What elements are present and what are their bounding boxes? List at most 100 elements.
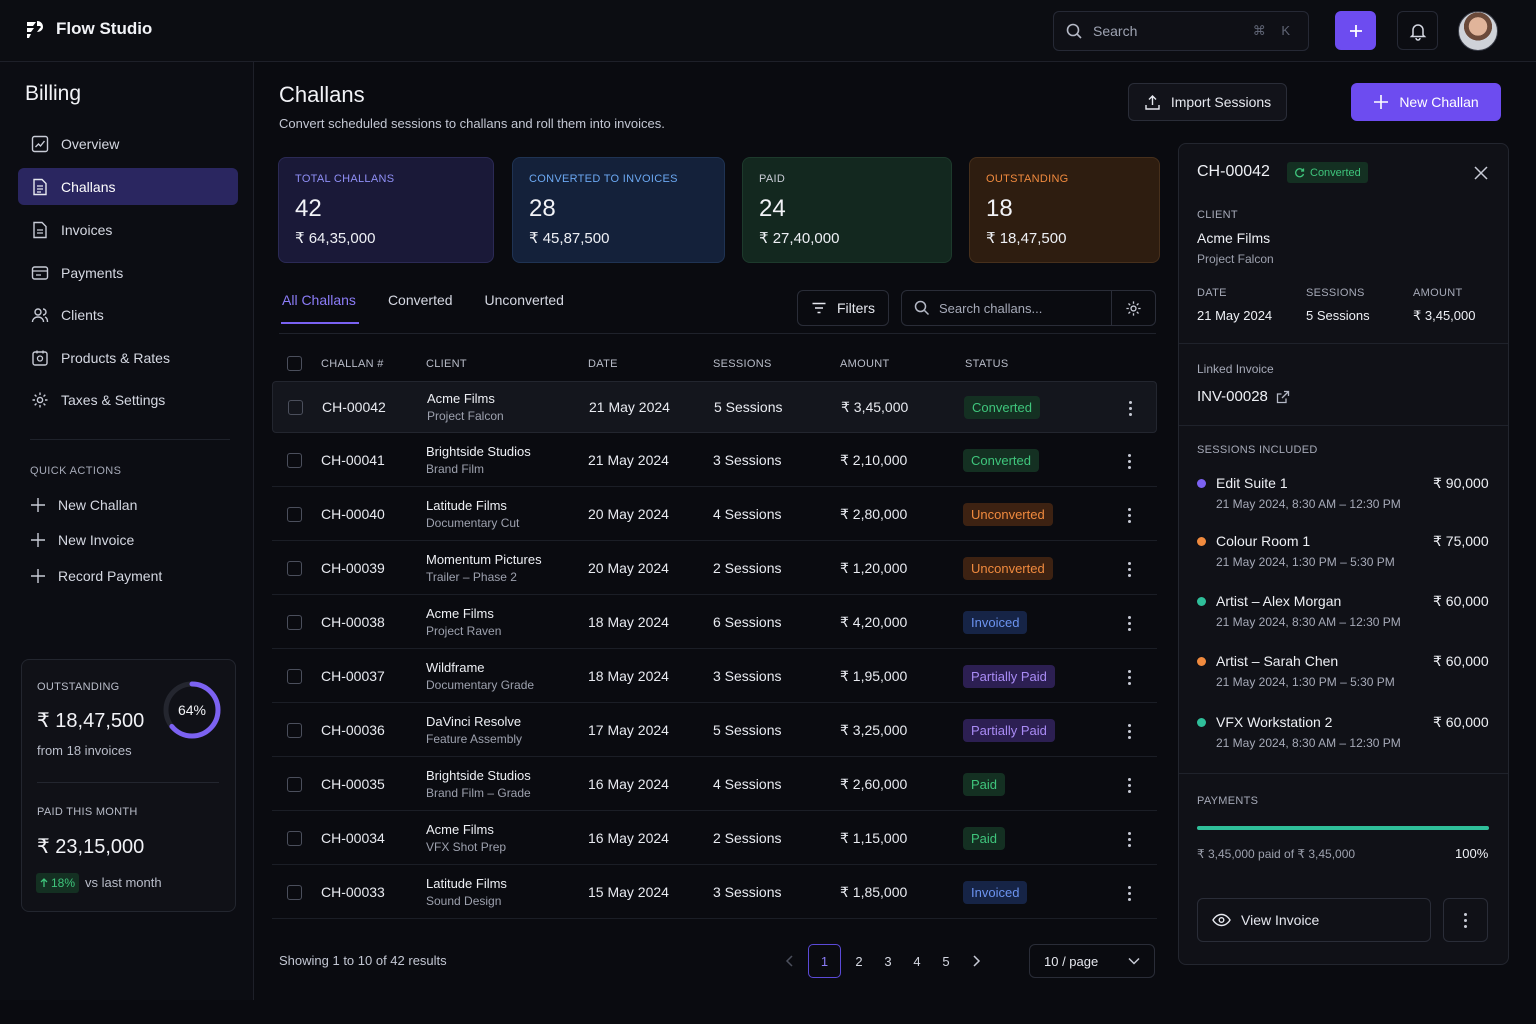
per-page-select[interactable]: 10 / page (1029, 944, 1155, 978)
quick-action-record-payment[interactable]: Record Payment (30, 568, 162, 584)
row-checkbox[interactable] (287, 507, 302, 522)
new-challan-button[interactable]: New Challan (1351, 83, 1501, 121)
row-checkbox[interactable] (287, 885, 302, 900)
sidebar-item-taxes-settings[interactable]: Taxes & Settings (18, 381, 238, 418)
table-row[interactable]: CH-00035 Brightside Studios Brand Film – G… (272, 759, 1157, 811)
row-actions-button[interactable] (1128, 778, 1132, 793)
filter-icon (812, 302, 826, 314)
row-challan-id[interactable]: CH-00035 (321, 776, 385, 792)
row-checkbox[interactable] (287, 831, 302, 846)
row-client: Wildframe (426, 660, 485, 675)
page-4-button[interactable]: 4 (913, 953, 921, 969)
app-logo[interactable]: Flow Studio (24, 18, 152, 40)
detail-more-button[interactable] (1443, 898, 1488, 942)
row-actions-button[interactable] (1128, 670, 1132, 685)
quick-action-new-challan[interactable]: New Challan (30, 497, 137, 513)
tab-all-challans[interactable]: All Challans (281, 292, 359, 324)
global-search-input[interactable]: Search ⌘ K (1053, 11, 1309, 51)
filters-button[interactable]: Filters (797, 290, 889, 326)
row-actions-button[interactable] (1128, 562, 1132, 577)
page-3-button[interactable]: 3 (884, 953, 892, 969)
close-panel-button[interactable] (1473, 165, 1489, 181)
wallet-icon (31, 265, 49, 280)
table-row[interactable]: CH-00038 Acme Films Project Raven 18 May 20… (272, 597, 1157, 649)
search-placeholder: Search (1093, 23, 1138, 39)
row-challan-id[interactable]: CH-00037 (321, 668, 385, 684)
row-actions-button[interactable] (1128, 724, 1132, 739)
challan-search-input[interactable]: Search challans... (901, 290, 1156, 326)
row-checkbox[interactable] (288, 400, 303, 415)
table-row[interactable]: CH-00040 Latitude Films Documentary Cut 20 … (272, 489, 1157, 541)
sidebar-item-overview[interactable]: Overview (18, 125, 238, 162)
row-challan-id[interactable]: CH-00042 (322, 399, 386, 415)
row-actions-button[interactable] (1128, 832, 1132, 847)
outstanding-summary-card (21, 659, 236, 912)
row-challan-id[interactable]: CH-00041 (321, 452, 385, 468)
payments-note: ₹ 3,45,000 paid of ₹ 3,45,000 (1197, 847, 1356, 861)
row-checkbox[interactable] (287, 453, 302, 468)
row-challan-id[interactable]: CH-00038 (321, 614, 385, 630)
table-row[interactable]: CH-00036 DaVinci Resolve Feature Assembly 1… (272, 705, 1157, 757)
stat-count: 18 (986, 195, 1013, 222)
row-checkbox[interactable] (287, 669, 302, 684)
row-checkbox[interactable] (287, 777, 302, 792)
prev-page-button[interactable] (780, 944, 800, 978)
row-project: VFX Shot Prep (426, 840, 507, 854)
row-checkbox[interactable] (287, 723, 302, 738)
row-challan-id[interactable]: CH-00033 (321, 884, 385, 900)
page-5-button[interactable]: 5 (942, 953, 950, 969)
stat-card-paid: PAID 24 ₹ 27,40,000 (742, 157, 952, 263)
row-client: Acme Films (427, 391, 495, 406)
create-button[interactable] (1335, 11, 1376, 50)
page-1-button[interactable]: 1 (808, 944, 841, 978)
quick-action-new-invoice[interactable]: New Invoice (30, 532, 134, 548)
row-status-badge: Paid (963, 773, 1006, 796)
row-amount: ₹ 4,20,000 (840, 614, 908, 630)
table-row[interactable]: CH-00041 Brightside Studios Brand Film 21 M… (272, 435, 1157, 487)
import-sessions-button[interactable]: Import Sessions (1128, 83, 1287, 121)
challan-search-placeholder: Search challans... (939, 300, 1043, 316)
notifications-button[interactable] (1397, 11, 1438, 50)
sidebar-item-invoices[interactable]: Invoices (18, 211, 238, 248)
row-actions-button[interactable] (1128, 886, 1132, 901)
row-project: Project Falcon (427, 409, 504, 423)
row-actions-button[interactable] (1128, 508, 1132, 523)
table-row[interactable]: CH-00034 Acme Films VFX Shot Prep 16 May 20… (272, 813, 1157, 865)
sidebar-item-payments[interactable]: Payments (18, 254, 238, 291)
table-settings-button[interactable] (1111, 291, 1155, 325)
table-row[interactable]: CH-00037 Wildframe Documentary Grade 18 May… (272, 651, 1157, 703)
linked-invoice-link[interactable]: INV-00028 (1197, 388, 1290, 405)
row-project: Feature Assembly (426, 732, 523, 746)
row-challan-id[interactable]: CH-00039 (321, 560, 385, 576)
row-actions-button[interactable] (1129, 401, 1133, 416)
row-client-cell: Brightside Studios Brand Film – Grade (426, 768, 531, 800)
sidebar-item-challans[interactable]: Challans (18, 168, 238, 205)
eye-icon (1212, 913, 1231, 927)
row-actions-button[interactable] (1128, 616, 1132, 631)
view-invoice-button[interactable]: View Invoice (1197, 898, 1431, 942)
row-challan-id[interactable]: CH-00036 (321, 722, 385, 738)
detail-client: Acme Films (1197, 230, 1271, 246)
row-sessions: 5 Sessions (714, 399, 783, 415)
user-avatar[interactable] (1458, 11, 1498, 51)
select-all-checkbox[interactable] (287, 356, 302, 371)
row-client: Latitude Films (426, 876, 507, 891)
row-challan-id[interactable]: CH-00034 (321, 830, 385, 846)
stat-amount: ₹ 27,40,000 (759, 230, 840, 247)
table-row[interactable]: CH-00033 Latitude Films Sound Design 15 May… (272, 867, 1157, 919)
row-amount: ₹ 1,95,000 (840, 668, 908, 684)
converted-icon (1295, 168, 1305, 178)
sidebar-item-clients[interactable]: Clients (18, 296, 238, 333)
tab-converted[interactable]: Converted (387, 292, 453, 308)
row-actions-button[interactable] (1128, 454, 1132, 469)
table-row[interactable]: CH-00039 Momentum Pictures Trailer – Phase… (272, 543, 1157, 595)
row-checkbox[interactable] (287, 615, 302, 630)
tab-unconverted[interactable]: Unconverted (484, 292, 564, 308)
row-checkbox[interactable] (287, 561, 302, 576)
page-2-button[interactable]: 2 (855, 953, 863, 969)
sidebar-item-products-rates[interactable]: Products & Rates (18, 339, 238, 376)
row-challan-id[interactable]: CH-00040 (321, 506, 385, 522)
table-row[interactable]: CH-00042 Acme Films Project Falcon 21 May 2… (272, 381, 1157, 433)
next-page-button[interactable] (966, 944, 986, 978)
quick-action-label: Record Payment (58, 568, 163, 584)
